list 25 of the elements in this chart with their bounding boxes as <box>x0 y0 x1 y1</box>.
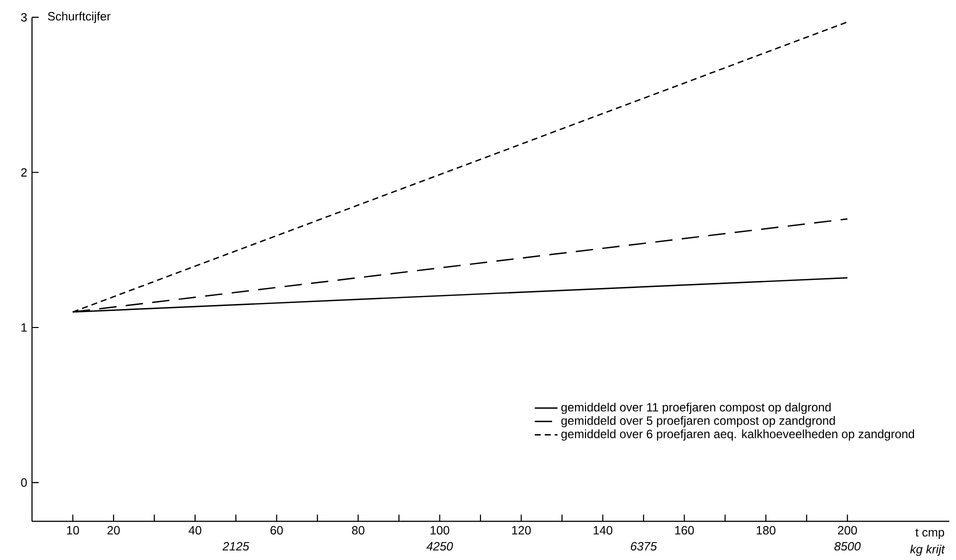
x-axis-title: t cmp <box>915 528 944 539</box>
x-tick-label: 120 <box>512 526 531 535</box>
x-tick-label: 10 <box>67 526 79 535</box>
y-tick-label: 3 <box>21 13 27 22</box>
x-tick-label: 80 <box>352 526 364 535</box>
x-tick-label: 40 <box>188 526 202 535</box>
x-tick-label: 200 <box>838 526 857 535</box>
x-tick-label: 140 <box>594 526 612 535</box>
x2-tick-label: 8500 <box>834 542 861 551</box>
y-tick-label: 2 <box>21 168 27 177</box>
legend-label: gemiddeld over 5 proefjaren compost op zandgrond <box>561 416 835 428</box>
legend-label: gemiddeld over 11 proefjaren compost op dalgrond <box>561 402 831 414</box>
x-tick-label: 100 <box>430 526 450 535</box>
x2-tick-label: 4250 <box>426 542 453 551</box>
y-axis-title: Schurftcijfer <box>48 12 111 23</box>
x-tick-label: 60 <box>270 526 283 535</box>
x2-tick-label: 2125 <box>222 542 250 551</box>
x-tick-label: 20 <box>107 526 120 535</box>
x2-axis-title: kg krijt <box>910 544 946 556</box>
y-tick-label: 1 <box>22 323 27 332</box>
x-tick-label: 180 <box>756 526 776 535</box>
x2-tick-label: 6375 <box>630 542 657 551</box>
legend-label: gemiddeld over 6 proefjaren aeq. kalkhoeveelheden op zandgrond <box>561 429 914 441</box>
x-tick-label: 160 <box>675 526 694 535</box>
y-tick-label: 0 <box>21 478 27 487</box>
